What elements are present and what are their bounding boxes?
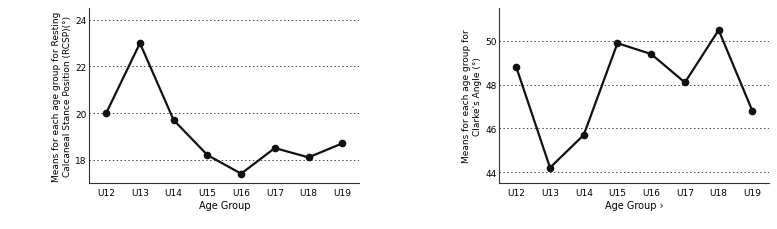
Y-axis label: Means for each age group for Resting
Calcaneal Stance Position (RCSP)(°): Means for each age group for Resting Cal…	[52, 11, 72, 181]
X-axis label: Age Group: Age Group	[198, 200, 250, 210]
X-axis label: Age Group ›: Age Group ›	[605, 200, 664, 210]
Y-axis label: Means for each age group for
Clarke's Angle (°): Means for each age group for Clarke's An…	[462, 30, 483, 163]
